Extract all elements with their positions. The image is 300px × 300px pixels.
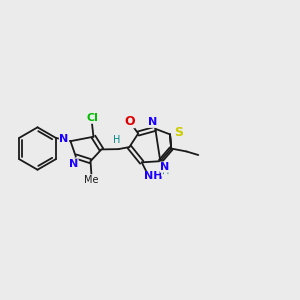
Text: N: N <box>160 162 169 172</box>
Text: N: N <box>59 134 69 144</box>
Text: S: S <box>174 125 183 139</box>
Text: H: H <box>162 166 169 176</box>
Text: Cl: Cl <box>86 113 98 123</box>
Text: O: O <box>124 115 135 128</box>
Text: NH: NH <box>144 172 162 182</box>
Text: H: H <box>113 135 121 145</box>
Text: Me: Me <box>84 175 99 185</box>
Text: N: N <box>148 117 157 127</box>
Text: N: N <box>69 159 78 169</box>
